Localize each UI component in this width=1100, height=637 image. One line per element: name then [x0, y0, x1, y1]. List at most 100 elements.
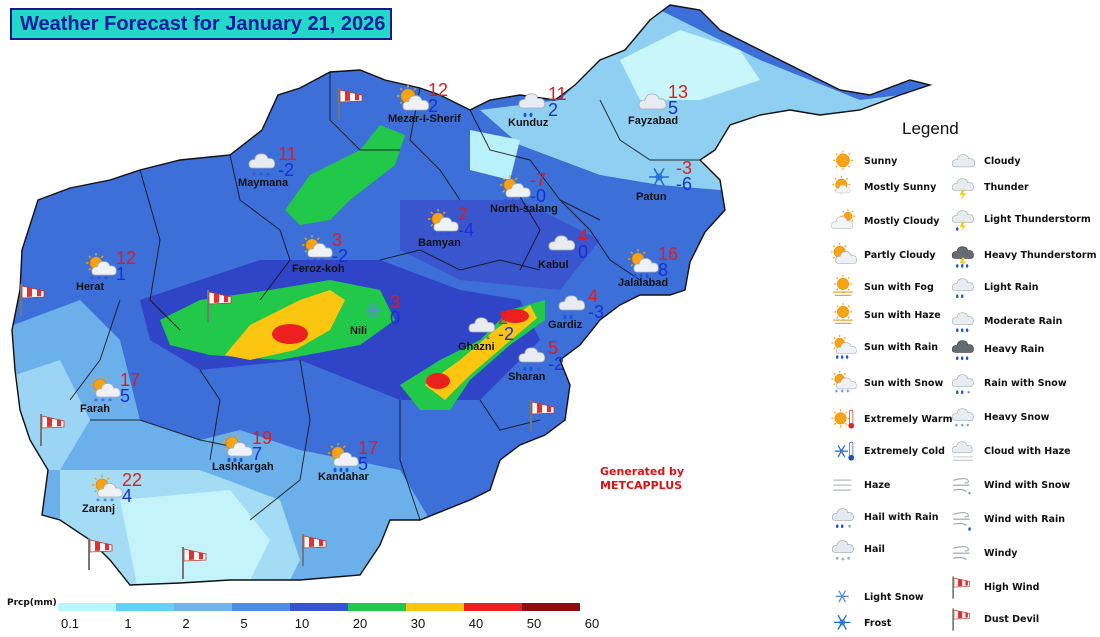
svg-text:*: *	[103, 497, 107, 506]
cloudy-icon	[632, 86, 672, 120]
city-farah: * * * Farah 17 5	[80, 370, 204, 424]
legend-item-high-wind: High Wind	[948, 574, 1088, 604]
scale-segment	[522, 603, 580, 611]
scale-tick-label: 1	[124, 616, 132, 631]
legend-label: Sunny	[864, 156, 898, 167]
legend-label: Sun with Rain	[864, 342, 939, 353]
min-temperature: -6	[676, 174, 693, 194]
legend-label: Thunder	[984, 182, 1029, 193]
city-sharan: * Sharan 5 -2	[508, 338, 632, 392]
mostly-sunny-icon	[828, 174, 858, 202]
sun-with-snow-icon: * * *	[494, 174, 534, 208]
min-temperature: 1	[116, 264, 127, 284]
legend-item-frost: Frost	[828, 610, 968, 637]
max-temperature: 4	[588, 286, 599, 306]
light-snow-icon	[354, 296, 394, 330]
heavy-snow-icon: * * *	[948, 404, 978, 432]
legend-label: Wind with Snow	[984, 480, 1071, 491]
svg-text:*: *	[108, 397, 112, 406]
frost-icon	[828, 610, 858, 637]
legend-label: Dust Devil	[984, 614, 1040, 625]
city-gardiz: Gardiz 4 -3	[548, 286, 672, 340]
map-title: Weather Forecast for January 21, 2026	[10, 8, 392, 40]
legend-item-mostly-sunny: Mostly Sunny	[828, 174, 968, 204]
city-name: Maymana	[238, 177, 289, 189]
sun-with-snow-icon: * * *	[296, 234, 336, 268]
sun-with-snow-icon: * * *	[84, 374, 124, 408]
legend-item-light-snow: Light Snow	[828, 584, 968, 614]
wind-with-snow-icon: *	[948, 472, 978, 500]
min-temperature: 5	[358, 454, 369, 474]
high-wind-icon	[528, 398, 558, 434]
legend-label: Extremely Warm	[864, 414, 953, 425]
city-fayzabad: Fayzabad 13 5	[628, 82, 752, 136]
legend-label: Rain with Snow	[984, 378, 1067, 389]
high-wind-icon	[86, 536, 116, 572]
scale-segment	[58, 603, 116, 611]
legend-item-light-rain: Light Rain	[948, 274, 1088, 304]
extremely-cold-icon	[828, 438, 858, 466]
sun-with-snow-icon: * * *	[80, 252, 120, 286]
dust-devil-icon	[948, 606, 978, 634]
sun-with-snow-icon: * * *	[86, 474, 126, 508]
scale-segment	[464, 603, 522, 611]
max-temperature: 5	[548, 338, 559, 358]
max-temperature: 2	[498, 308, 509, 328]
sun-with-rain-icon	[828, 334, 858, 362]
city-north-salang: * * * North-salang -7 -0	[490, 170, 614, 224]
svg-text:*: *	[835, 389, 839, 397]
legend-panel: Legend Sunny Mostly Sunny Mostly Cloudy Par…	[822, 116, 1097, 637]
legend-item-light-thunderstorm: Light Thunderstorm	[948, 206, 1091, 236]
max-temperature: 12	[116, 248, 137, 268]
svg-text:*: *	[96, 497, 100, 506]
light-snow-icon	[828, 584, 858, 612]
scale-segment	[348, 603, 406, 611]
legend-label: Light Thunderstorm	[984, 214, 1091, 225]
svg-text:*: *	[252, 171, 256, 180]
city-name: Bamyan	[418, 237, 461, 249]
min-temperature: -2	[278, 160, 295, 180]
legend-item-extremely-cold: Extremely Cold	[828, 438, 968, 468]
legend-label: Heavy Rain	[984, 344, 1045, 355]
legend-item-sunny: Sunny	[828, 148, 968, 178]
min-temperature: 2	[548, 100, 559, 120]
min-temperature: 8	[658, 260, 669, 280]
legend-label: Hail	[864, 544, 885, 555]
scale-tick-label: 60	[584, 616, 600, 631]
min-temperature: 0	[390, 308, 401, 328]
city-ghazni: * * * Ghazni 2 -2	[458, 308, 582, 362]
city-kandahar: Kandahar 17 5	[318, 438, 442, 492]
legend-label: Light Rain	[984, 282, 1039, 293]
scale-segment	[116, 603, 174, 611]
scale-tick-label: 10	[294, 616, 310, 631]
legend-label: Sun with Fog	[864, 282, 934, 293]
svg-text:*: *	[552, 253, 556, 262]
svg-text:*: *	[110, 497, 114, 506]
high-wind-icon	[38, 412, 68, 448]
max-temperature: 4	[578, 226, 589, 246]
sunny-icon	[828, 148, 858, 176]
legend-item-sun-with-rain: Sun with Rain	[828, 334, 968, 364]
thunder-icon	[948, 174, 978, 202]
heavy-rain-icon	[948, 336, 978, 364]
min-temperature: -3	[588, 302, 605, 322]
light-thunderstorm-icon	[948, 206, 978, 234]
svg-text:*: *	[955, 423, 959, 431]
legend-item-hail-with-rain: Hail with Rain	[828, 504, 968, 534]
legend-label: Mostly Sunny	[864, 182, 937, 193]
city-name: Farah	[80, 403, 110, 415]
legend-item-moderate-rain: Moderate Rain	[948, 308, 1088, 338]
min-temperature: 5	[120, 386, 131, 406]
partly-cloudy-icon	[392, 84, 432, 118]
svg-text:*: *	[97, 275, 101, 284]
svg-text:*: *	[313, 257, 317, 266]
scale-tick-label: 30	[410, 616, 426, 631]
svg-text:*: *	[479, 335, 483, 344]
svg-text:*: *	[504, 197, 508, 206]
city-kabul: * * * Kabul 4 0	[538, 226, 662, 280]
city-name: Kunduz	[508, 117, 549, 129]
svg-text:*: *	[94, 397, 98, 406]
svg-text:*: *	[306, 257, 310, 266]
legend-label: Windy	[984, 548, 1018, 559]
min-temperature: 7	[252, 444, 263, 464]
